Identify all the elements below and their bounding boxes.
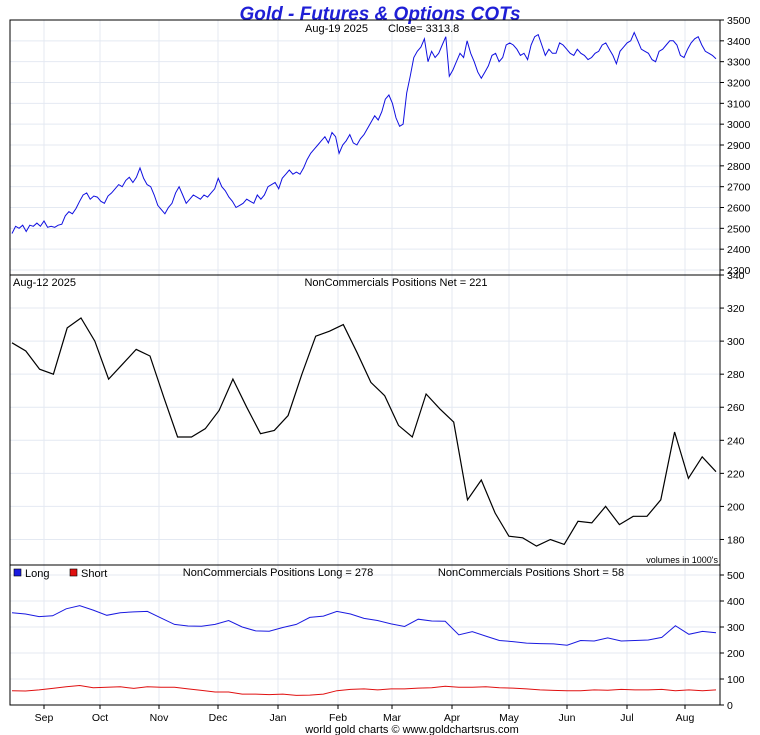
- x-tick-label-nov: Nov: [150, 712, 169, 724]
- positions-grid: [10, 565, 720, 705]
- y-tick-label: 100: [727, 674, 745, 686]
- long-positions-line: [11, 605, 717, 646]
- x-tick-label-jan: Jan: [270, 712, 287, 724]
- y-tick-label: 2700: [727, 182, 751, 194]
- x-tick-label-aug: Aug: [676, 712, 695, 724]
- positions-y-axis: 0 100 200 300 400 500: [720, 570, 745, 712]
- y-tick-label: 300: [727, 622, 745, 634]
- short-positions-line: [11, 684, 717, 696]
- y-tick-label: 340: [727, 270, 745, 282]
- price-date-label: Aug-19 2025: [305, 23, 368, 35]
- x-tick-label-apr: Apr: [444, 712, 461, 724]
- x-tick-label-may: May: [499, 712, 520, 724]
- y-tick-label: 200: [727, 648, 745, 660]
- legend-short-swatch: [69, 568, 78, 577]
- x-tick-label-oct: Oct: [92, 712, 108, 724]
- price-y-axis: 2300 2400 2500 2600 2700 2800 2900 3000 3100 3200…: [720, 15, 751, 277]
- y-tick-label: 2300: [727, 265, 751, 277]
- y-tick-label: 320: [727, 303, 745, 315]
- x-tick-label-sep: Sep: [35, 712, 54, 724]
- legend-long-label: Long: [25, 568, 49, 580]
- net-date-label: Aug-12 2025: [13, 277, 76, 289]
- y-tick-label: 2600: [727, 203, 751, 215]
- y-tick-label: 2900: [727, 140, 751, 152]
- y-tick-label: 240: [727, 435, 745, 447]
- long-header-label: NonCommercials Positions Long = 278: [183, 567, 373, 579]
- chart-title: Gold - Futures & Options COTs: [239, 4, 520, 25]
- y-tick-label: 2400: [727, 244, 751, 256]
- y-tick-label: 400: [727, 596, 745, 608]
- footer-credit: world gold charts © www.goldchartsrus.co…: [304, 724, 519, 735]
- net-positions-line: [11, 317, 717, 547]
- legend-long-swatch: [13, 568, 22, 577]
- y-tick-label: 180: [727, 534, 745, 546]
- price-grid: [10, 20, 720, 275]
- legend-short-label: Short: [81, 568, 107, 580]
- y-tick-label: 3500: [727, 15, 751, 27]
- x-tick-label-mar: Mar: [383, 712, 402, 724]
- y-tick-label: 3000: [727, 119, 751, 131]
- y-tick-label: 0: [727, 700, 733, 712]
- y-tick-label: 300: [727, 336, 745, 348]
- net-grid: [10, 275, 720, 565]
- y-tick-label: 500: [727, 570, 745, 582]
- price-line: [11, 31, 717, 234]
- x-tick-label-feb: Feb: [329, 712, 347, 724]
- y-tick-label: 260: [727, 402, 745, 414]
- short-header-label: NonCommercials Positions Short = 58: [438, 567, 624, 579]
- volumes-note: volumes in 1000's: [646, 555, 718, 565]
- y-tick-label: 2500: [727, 223, 751, 235]
- y-tick-label: 2800: [727, 161, 751, 173]
- net-header-label: NonCommercials Positions Net = 221: [304, 277, 487, 289]
- net-y-axis: 180 200 220 240 260 280 300 320 340: [720, 270, 745, 546]
- y-tick-label: 3200: [727, 78, 751, 90]
- x-tick-label-jun: Jun: [559, 712, 576, 724]
- y-tick-label: 220: [727, 468, 745, 480]
- y-tick-label: 3400: [727, 36, 751, 48]
- x-tick-label-dec: Dec: [209, 712, 228, 724]
- y-tick-label: 200: [727, 501, 745, 513]
- y-tick-label: 3100: [727, 98, 751, 110]
- x-axis-months: Sep Oct Nov Dec Jan Feb Mar Apr May Jun Jul Aug: [35, 705, 695, 724]
- y-tick-label: 280: [727, 369, 745, 381]
- y-tick-label: 3300: [727, 57, 751, 69]
- positions-panel-frame: [9, 564, 721, 706]
- x-tick-label-jul: Jul: [620, 712, 633, 724]
- price-close-label: Close= 3313.8: [388, 23, 459, 35]
